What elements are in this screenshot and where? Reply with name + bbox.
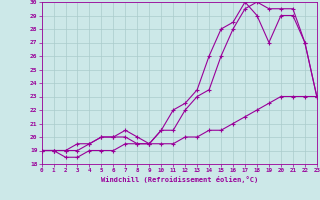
X-axis label: Windchill (Refroidissement éolien,°C): Windchill (Refroidissement éolien,°C) — [100, 176, 258, 183]
